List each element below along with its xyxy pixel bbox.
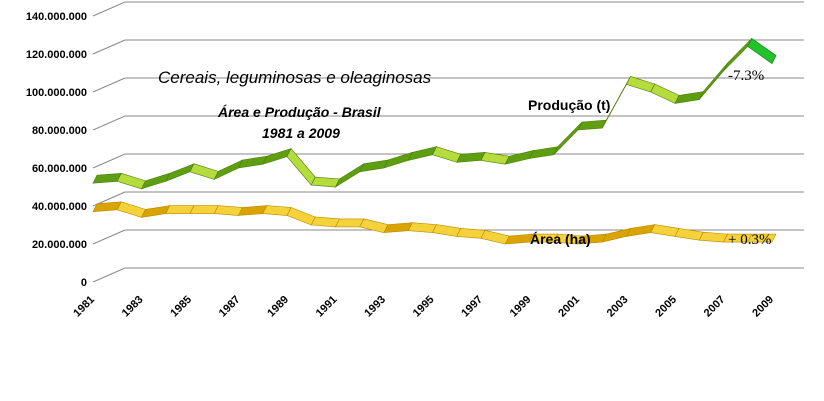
x-tick-label: 1987 xyxy=(217,294,243,320)
gridline-side xyxy=(92,39,126,55)
y-axis-tick-labels: 0 20.000.000 40.000.000 60.000.000 80.000.00… xyxy=(26,11,87,289)
series-segment xyxy=(92,172,122,184)
series-segment xyxy=(553,121,583,155)
gridline-side xyxy=(92,77,126,93)
series-segment xyxy=(140,205,171,218)
series-segment xyxy=(213,159,244,181)
series-segment xyxy=(626,76,656,93)
chart-subtitle-line2: 1981 a 2009 xyxy=(262,125,340,141)
x-tick-label: 2001 xyxy=(556,294,582,320)
y-tick-label: 100.000.000 xyxy=(26,87,87,99)
y-tick-label: 0 xyxy=(81,277,87,289)
series-segment xyxy=(310,216,340,228)
series-segment xyxy=(383,151,413,169)
series-layer xyxy=(92,37,777,245)
x-tick-label: 1983 xyxy=(120,294,146,320)
y-tick-label: 40.000.000 xyxy=(32,201,87,213)
series-segment xyxy=(262,205,292,216)
x-tick-label: 2009 xyxy=(750,294,776,320)
series-segment-last xyxy=(747,37,777,64)
x-tick-label: 1981 xyxy=(71,294,97,320)
series-segment xyxy=(359,218,389,233)
x-axis-tick-labels: 1981 1983 1985 1987 1989 1991 1993 1995 1997 1999… xyxy=(71,294,776,320)
series-segment xyxy=(723,38,753,72)
series-segment xyxy=(165,163,195,182)
y-tick-label: 60.000.000 xyxy=(32,163,87,175)
gridlines xyxy=(92,1,804,283)
series-producao xyxy=(92,37,777,190)
gridline-side xyxy=(92,229,126,245)
series-segment xyxy=(432,224,462,237)
series-segment xyxy=(237,155,268,169)
series-segment xyxy=(625,224,656,237)
gridline-side xyxy=(92,115,126,131)
series-segment xyxy=(480,229,510,245)
series-segment xyxy=(334,162,365,188)
series-segment xyxy=(528,146,559,159)
series-segment xyxy=(92,201,122,213)
x-tick-label: 1997 xyxy=(459,294,485,320)
gridline-side xyxy=(92,267,126,283)
series-segment xyxy=(747,233,777,243)
x-tick-label: 1991 xyxy=(314,294,340,320)
x-tick-label: 2007 xyxy=(702,294,728,320)
x-tick-label: 1989 xyxy=(265,294,291,320)
y-tick-label: 80.000.000 xyxy=(32,125,87,137)
series-segment xyxy=(407,222,437,233)
series-segment xyxy=(189,205,219,214)
series-segment xyxy=(335,218,365,228)
series-segment xyxy=(262,148,292,165)
series-segment xyxy=(165,205,195,214)
gridline-side xyxy=(92,1,126,17)
series-segment xyxy=(140,172,171,190)
series-segment xyxy=(286,207,316,226)
series-segment xyxy=(698,231,728,243)
series-segment xyxy=(383,222,413,233)
series-segment xyxy=(237,205,268,216)
series-segment xyxy=(698,62,728,100)
y-tick-label: 140.000.000 xyxy=(26,11,87,23)
series-segment xyxy=(116,172,146,190)
y-tick-label: 20.000.000 xyxy=(32,239,87,251)
series-segment xyxy=(359,159,389,173)
series-segment xyxy=(116,201,146,218)
series-segment xyxy=(674,91,704,104)
series-area xyxy=(92,201,777,245)
series-segment xyxy=(310,176,340,188)
x-tick-label: 2005 xyxy=(653,294,679,320)
x-tick-label: 2003 xyxy=(605,294,631,320)
x-tick-label: 1993 xyxy=(362,294,388,320)
x-tick-label: 1995 xyxy=(411,294,437,320)
series-segment xyxy=(407,146,438,161)
annotation-producao: -7.3% xyxy=(728,68,764,84)
chart-subtitle-line1: Área e Produção - Brasil xyxy=(217,104,382,120)
series-segment xyxy=(213,205,243,216)
series-segment xyxy=(504,150,535,165)
series-segment xyxy=(432,146,462,163)
chart-title: Cereais, leguminosas e oleaginosas xyxy=(158,68,432,87)
series-segment xyxy=(577,119,607,131)
series-label-area: Área (ha) xyxy=(530,231,591,247)
x-tick-label: 1985 xyxy=(168,294,194,320)
series-segment xyxy=(650,83,680,104)
gridline-side xyxy=(92,153,126,169)
series-segment xyxy=(189,163,219,180)
x-tick-label: 1999 xyxy=(508,294,534,320)
y-tick-label: 120.000.000 xyxy=(26,49,87,61)
series-label-producao: Produção (t) xyxy=(528,97,610,113)
annotation-area: + 0.3% xyxy=(728,232,771,248)
series-segment xyxy=(650,224,680,237)
series-segment xyxy=(456,228,486,239)
